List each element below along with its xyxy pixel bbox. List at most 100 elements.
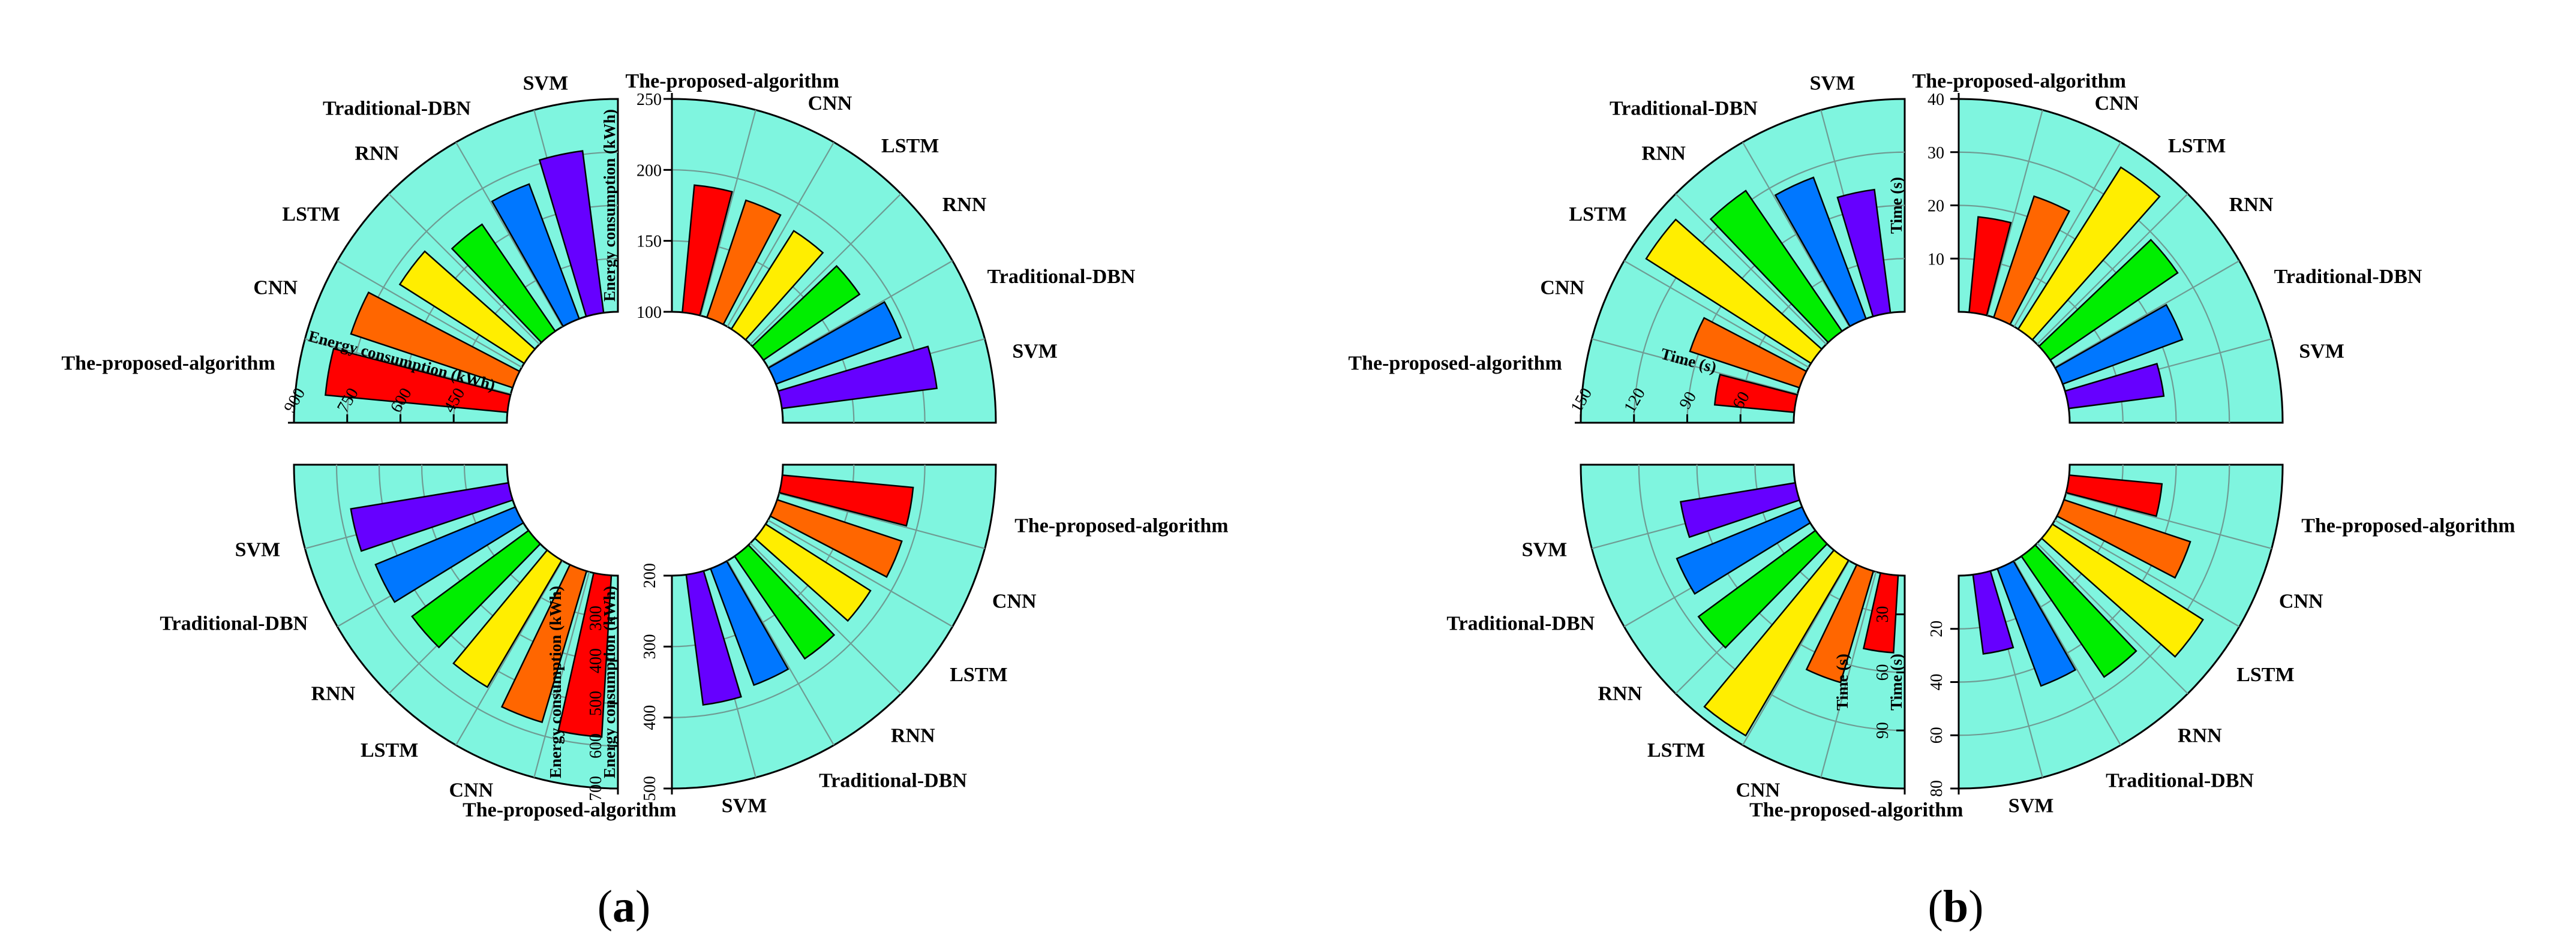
tick-label: 60 — [1874, 664, 1892, 681]
bar-cnn — [500, 564, 588, 724]
category-label: RNN — [2229, 194, 2274, 216]
tick-label: 400 — [587, 648, 605, 673]
grid-radial — [337, 260, 523, 368]
category-label: The-proposed-algorithm — [1749, 799, 1963, 821]
panel-label-a: (a) — [598, 881, 651, 932]
category-label: CNN — [2279, 591, 2323, 613]
grid-radial — [1742, 142, 1850, 327]
tick-label: 100 — [637, 303, 662, 322]
bar-the-proposed-algorithm — [1713, 374, 1799, 413]
grid-radial — [455, 142, 563, 327]
category-label: RNN — [1641, 142, 1686, 164]
category-label: The-proposed-algorithm — [61, 352, 275, 374]
subchart-top-left: The-proposed-algorithm CNN LSTM RNN Traditio… — [1348, 73, 1906, 424]
axis-title: Energy consumption (kWh) — [601, 586, 619, 778]
bar-traditional-dbn — [1676, 505, 1812, 595]
axis-title: Time (s) — [1833, 654, 1851, 711]
category-label: LSTM — [2168, 135, 2226, 157]
category-label: The-proposed-algorithm — [1913, 70, 2126, 92]
bar-svm — [1972, 570, 2014, 655]
grid-radial — [455, 560, 563, 746]
bar-the-proposed-algorithm — [2065, 474, 2163, 517]
category-label: The-proposed-algorithm — [463, 799, 676, 821]
category-label: LSTM — [282, 203, 340, 225]
axis-title: Time (s) — [1887, 177, 1905, 234]
category-label: RNN — [311, 683, 356, 705]
subchart-top-left: The-proposed-algorithm CNN LSTM RNN Traditio… — [61, 73, 619, 424]
tick-label: 10 — [1928, 250, 1944, 269]
category-label: SVM — [2008, 794, 2054, 817]
bar-the-proposed-algorithm — [1862, 572, 1899, 654]
bar-rnn — [1697, 529, 1829, 649]
category-label: LSTM — [361, 739, 418, 762]
category-label: SVM — [1012, 340, 1058, 362]
grid-radial — [2054, 260, 2240, 368]
tick-label: 300 — [641, 634, 659, 659]
category-label: CNN — [1736, 779, 1780, 801]
grid-radial — [1675, 193, 1827, 345]
category-label: LSTM — [1569, 203, 1626, 225]
bar-cnn — [1992, 195, 2071, 326]
tick-label: 20 — [1928, 621, 1946, 637]
grid-radial — [2037, 543, 2188, 694]
panel-b: The-proposed-algorithmCNNLSTMRNNTraditio… — [1348, 70, 2515, 821]
category-label: Traditional-DBN — [819, 770, 967, 792]
category-label: RNN — [891, 725, 935, 747]
bar-traditional-dbn — [374, 505, 525, 603]
bar-lstm — [1703, 549, 1850, 737]
category-label: SVM — [2299, 340, 2344, 362]
category-label: Traditional-DBN — [987, 266, 1136, 288]
grid-radial — [699, 110, 756, 316]
tick-label: 40 — [1928, 91, 1944, 109]
grid-radial — [779, 492, 985, 549]
bar-svm — [538, 150, 605, 318]
category-label: RNN — [2178, 725, 2222, 747]
category-label: SVM — [523, 73, 569, 95]
category-label: CNN — [992, 591, 1037, 613]
grid-radial — [2054, 519, 2240, 627]
bar-lstm — [753, 523, 872, 622]
bar-traditional-dbn — [709, 560, 789, 687]
axis-title: Energy consumption (kWh) — [547, 586, 565, 778]
bar-rnn — [2020, 544, 2137, 678]
bar-cnn — [1805, 564, 1875, 684]
category-label: SVM — [235, 538, 281, 561]
grid-radial — [305, 338, 511, 395]
category-label: Traditional-DBN — [1446, 612, 1595, 634]
category-label: SVM — [722, 794, 767, 817]
bar-lstm — [730, 230, 824, 341]
category-label: CNN — [2095, 92, 2139, 115]
grid-radial — [2013, 142, 2121, 327]
bar-cnn — [1689, 317, 1808, 389]
tick-label: 40 — [1928, 674, 1946, 691]
category-label: LSTM — [950, 664, 1007, 686]
tick-label: 20 — [1928, 197, 1944, 216]
bar-traditional-dbn — [1774, 176, 1868, 327]
grid-radial — [1986, 110, 2043, 316]
bar-svm — [350, 481, 514, 552]
bar-cnn — [2056, 498, 2191, 579]
bar-lstm — [452, 549, 563, 688]
grid-radial — [1820, 571, 1877, 778]
bar-rnn — [2038, 239, 2179, 362]
bar-the-proposed-algorithm — [325, 348, 512, 413]
bar-rnn — [733, 544, 836, 660]
category-label: LSTM — [2236, 664, 2294, 686]
tick-label: 500 — [587, 691, 605, 716]
tick-label: 250 — [637, 91, 662, 109]
grid-radial — [767, 260, 953, 368]
bar-rnn — [451, 223, 557, 344]
grid-radial — [750, 193, 902, 345]
bar-the-proposed-algorithm — [778, 474, 914, 527]
category-label: CNN — [449, 779, 493, 801]
category-label: CNN — [253, 276, 298, 299]
subchart-bottom-right: The-proposed-algorithm CNN LSTM RNN Traditio… — [601, 464, 1229, 817]
bar-the-proposed-algorithm — [557, 572, 613, 738]
grid-radial — [726, 560, 834, 746]
tick-label: 150 — [637, 233, 662, 251]
bar-rnn — [411, 529, 542, 649]
